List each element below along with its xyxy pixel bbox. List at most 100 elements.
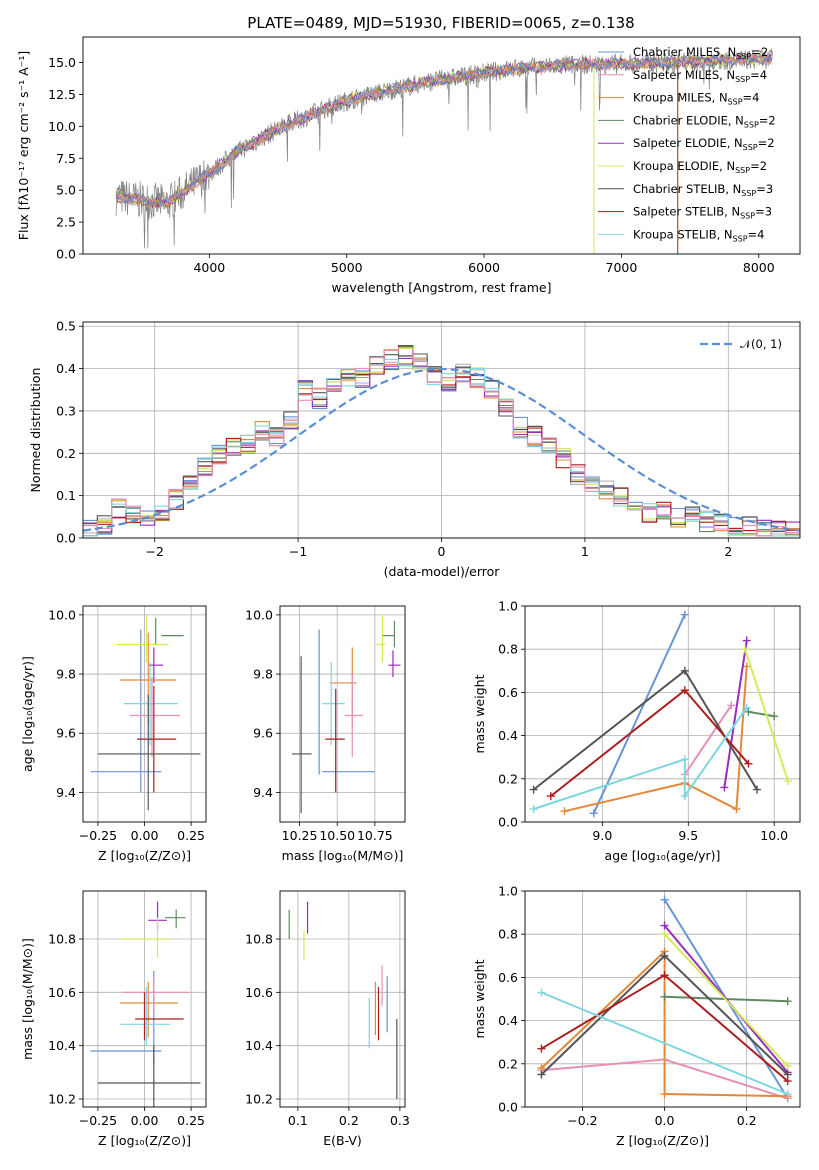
age_vs_Z-axes: −0.25 0.00 0.25 9.4 9.6 9.8 10.0 (48, 606, 206, 843)
weight-line (744, 648, 789, 782)
weight_vs_age-xtick-label: 9.5 (678, 828, 698, 843)
mass_vs_Z-frame (82, 890, 207, 1108)
spectrum-model-line (115, 52, 773, 210)
residuals-xtick-label: 1 (581, 544, 589, 559)
weight_vs_age-xlabel: age [log₁₀(age/yr)] (605, 848, 721, 863)
mass_vs_Z-ytick-label: 10.2 (48, 1092, 76, 1107)
weight-line (663, 933, 789, 1067)
age_vs_Z-xtick-label: 0.00 (131, 828, 159, 843)
weight-marker (537, 1070, 546, 1079)
spectrum-series (115, 48, 773, 254)
spectrum-xlabel: wavelength [Angstrom, rest frame] (331, 280, 551, 295)
weight-marker (742, 636, 751, 645)
weight-marker (560, 807, 569, 816)
weight-marker (732, 805, 741, 814)
residuals-xlabel: (data-model)/error (384, 564, 501, 579)
figure-title: PLATE=0489, MJD=51930, FIBERID=0065, z=0… (247, 14, 634, 32)
weight_vs_Z-xlabel: Z [log₁₀(Z/Z⊙)] (616, 1133, 709, 1148)
mass_vs_Z-ylabel: mass [log₁₀(M/M⊙)] (20, 938, 35, 1060)
residuals-xtick-label: 0 (438, 544, 446, 559)
weight-marker (680, 666, 689, 675)
weight-line (564, 666, 748, 813)
age_vs_Z-frame (82, 605, 207, 823)
age_vs_Z-ytick-label: 9.6 (56, 726, 76, 741)
legend-entry-label: Kroupa STELIB, NSSP=4 (633, 227, 764, 243)
mass_vs_Z-xtick-label: 0.00 (131, 1113, 159, 1128)
mass_vs_Z-xlabel: Z [log₁₀(Z/Z⊙)] (98, 1133, 191, 1148)
weight-marker (742, 662, 751, 671)
spectrum-ytick-label: 0.0 (56, 247, 76, 262)
spectrum-model-line (115, 53, 773, 208)
weight_vs_age-frame (524, 605, 801, 823)
residual-histogram-step (83, 346, 800, 537)
spectrum-xtick-label: 4000 (193, 260, 225, 275)
weight-line (592, 614, 686, 814)
weight_vs_Z-ytick-label: 0.0 (498, 1100, 518, 1115)
age_vs_mass-frame (279, 605, 406, 823)
legend-entry-label: Salpeter MILES, NSSP=4 (633, 68, 767, 84)
mass_vs_Z-xtick-label: −0.25 (79, 1113, 117, 1128)
spectrum-xtick-label: 5000 (331, 260, 363, 275)
age_vs_mass-xtick-label: 10.75 (357, 828, 393, 843)
weight-marker (660, 921, 669, 930)
mass_vs_ebv-ytick-label: 10.6 (245, 985, 273, 1000)
weight-marker (546, 792, 555, 801)
residuals-ytick-label: 0.2 (56, 446, 76, 461)
age_vs_Z-ytick-label: 9.8 (56, 667, 76, 682)
legend-entry-label: Chabrier STELIB, NSSP=3 (633, 182, 773, 198)
age_vs_mass-xtick-label: 10.50 (319, 828, 355, 843)
legend-entry-label: Kroupa MILES, NSSP=4 (633, 91, 759, 107)
age_vs_mass-ytick-label: 10.0 (245, 607, 273, 622)
spectrum-xtick-label: 8000 (743, 260, 775, 275)
residuals-ytick-label: 0.4 (56, 361, 76, 376)
weight_vs_Z-ytick-label: 0.4 (498, 1013, 518, 1028)
mass_vs_Z-axes: −0.25 0.00 0.25 10.2 10.4 10.6 10.8 (48, 891, 206, 1128)
mass_vs_Z-ytick-label: 10.8 (48, 932, 76, 947)
panels: 4000 5000 6000 7000 80000.02.55.07.510.012.5… (16, 36, 801, 1148)
age_vs_mass-ytick-label: 9.6 (253, 726, 273, 741)
weight_vs_age-ytick-label: 0.0 (498, 815, 518, 830)
mass_vs_ebv-series (288, 901, 398, 1099)
mass_vs_ebv-frame (279, 890, 406, 1108)
spectrum-ytick-label: 7.5 (56, 151, 76, 166)
mass_vs_ebv-xlabel: E(B-V) (323, 1133, 362, 1148)
weight-marker (660, 1090, 669, 1099)
spectrum-ytick-label: 5.0 (56, 183, 76, 198)
residuals-series (83, 345, 800, 537)
weight-marker (660, 992, 669, 1001)
weight_vs_age-ytick-label: 0.8 (498, 642, 518, 657)
weight-marker (680, 686, 689, 695)
weight_vs_age-ytick-label: 0.6 (498, 685, 518, 700)
weight-line (683, 704, 733, 776)
weight_vs_Z-series (537, 895, 792, 1103)
residuals-xtick-label: 2 (724, 544, 732, 559)
residuals-ylabel: Normed distribution (28, 368, 43, 493)
legend-entry-label: Kroupa ELODIE, NSSP=2 (633, 159, 767, 175)
weight-marker (680, 792, 689, 801)
weight-marker (783, 1090, 792, 1099)
legend-entry-label: Chabrier ELODIE, NSSP=2 (633, 113, 776, 129)
residuals-ytick-label: 0.1 (56, 488, 76, 503)
age_vs_mass-xlabel: mass [log₁₀(M/M⊙)] (282, 848, 404, 863)
weight_vs_age-ytick-label: 1.0 (498, 599, 518, 614)
weight-marker (680, 610, 689, 619)
age_vs_Z-ylabel: age [log₁₀(age/yr)] (20, 656, 35, 772)
residuals-ytick-label: 0.5 (56, 319, 76, 334)
weight_vs_Z-ytick-label: 0.6 (498, 970, 518, 985)
weight_vs_Z-ytick-label: 0.8 (498, 927, 518, 942)
age_vs_Z-ytick-label: 9.4 (56, 785, 76, 800)
weight-marker (783, 1061, 792, 1070)
mass_vs_Z-series (90, 901, 201, 1107)
age_vs_mass-axes: 10.25 10.50 10.75 9.4 9.6 9.8 10.0 (245, 606, 405, 843)
spectrum-frame (82, 36, 801, 255)
weight-marker (589, 809, 598, 818)
weight-line (540, 949, 788, 1098)
age_vs_Z-xtick-label: 0.25 (177, 828, 205, 843)
weight_vs_age-series (529, 610, 792, 818)
age_vs_Z-xtick-label: −0.25 (79, 828, 117, 843)
legend-entry-label: Salpeter ELODIE, NSSP=2 (633, 136, 775, 152)
mass_vs_ebv-ytick-label: 10.8 (245, 932, 273, 947)
spectrum-ytick-label: 10.0 (48, 119, 76, 134)
weight-marker (660, 951, 669, 960)
weight_vs_age-ytick-label: 0.4 (498, 728, 518, 743)
